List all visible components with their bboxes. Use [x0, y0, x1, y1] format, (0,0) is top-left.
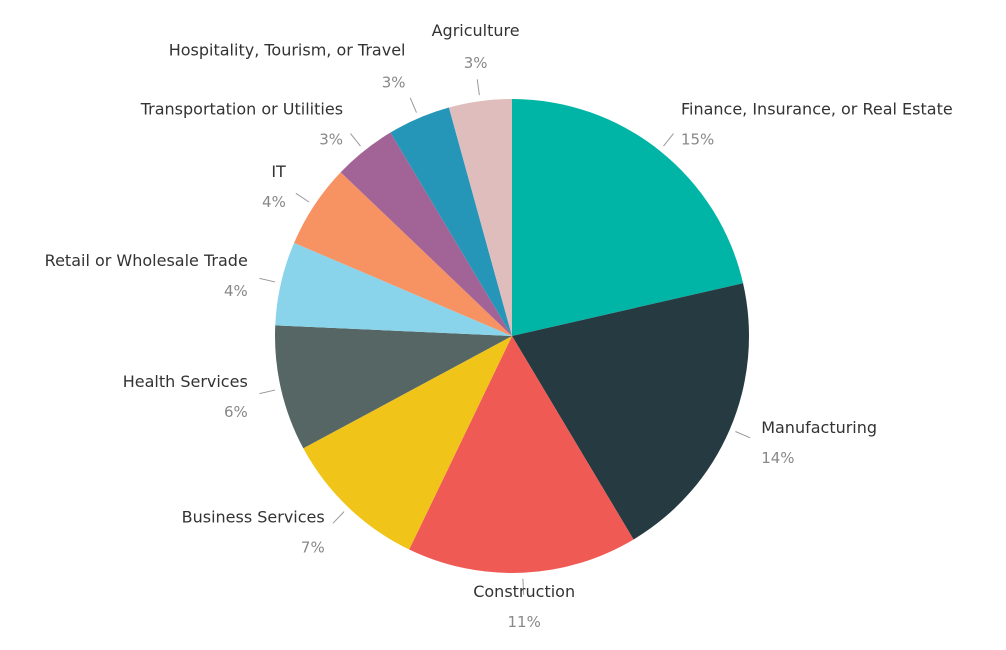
slice-label: Transportation or Utilities [140, 100, 343, 119]
slice-label: Construction [473, 582, 575, 601]
pie-slice [390, 107, 512, 336]
leader-line [522, 578, 525, 595]
leader-line [476, 79, 480, 96]
slice-label: Manufacturing [761, 418, 877, 437]
pie-slice [512, 283, 749, 540]
pie-slice [409, 336, 634, 573]
slice-label: Agriculture [432, 21, 520, 40]
pie-slice [294, 172, 512, 336]
value-label: 11% [507, 613, 540, 631]
slice-label: IT [271, 162, 286, 181]
pie-slice [275, 325, 512, 449]
pie-slice [303, 336, 512, 550]
value-label: 4% [224, 282, 248, 300]
slice-label: Hospitality, Tourism, or Travel [169, 40, 406, 59]
pie-slice [340, 132, 512, 336]
pie-slice [275, 242, 512, 336]
value-label: 15% [681, 131, 714, 149]
pie-slice [448, 99, 512, 336]
slice-label: Retail or Wholesale Trade [45, 251, 248, 270]
slice-label: Business Services [182, 507, 325, 526]
value-label: 6% [224, 403, 248, 421]
pie-slice [512, 99, 744, 336]
leader-line [350, 133, 361, 147]
leader-line [259, 277, 276, 283]
slice-label: Finance, Insurance, or Real Estate [681, 100, 953, 119]
value-label: 7% [301, 538, 325, 556]
value-label: 14% [761, 449, 794, 467]
slice-label: Health Services [123, 372, 248, 391]
leader-line [663, 133, 674, 147]
leader-line [259, 389, 276, 395]
leader-line [332, 511, 345, 524]
value-label: 3% [319, 131, 343, 149]
value-label: 4% [262, 193, 286, 211]
leader-line [735, 431, 751, 439]
value-label: 3% [382, 73, 406, 91]
value-label: 3% [464, 54, 488, 72]
leader-line [295, 192, 310, 203]
leader-line [409, 97, 417, 113]
